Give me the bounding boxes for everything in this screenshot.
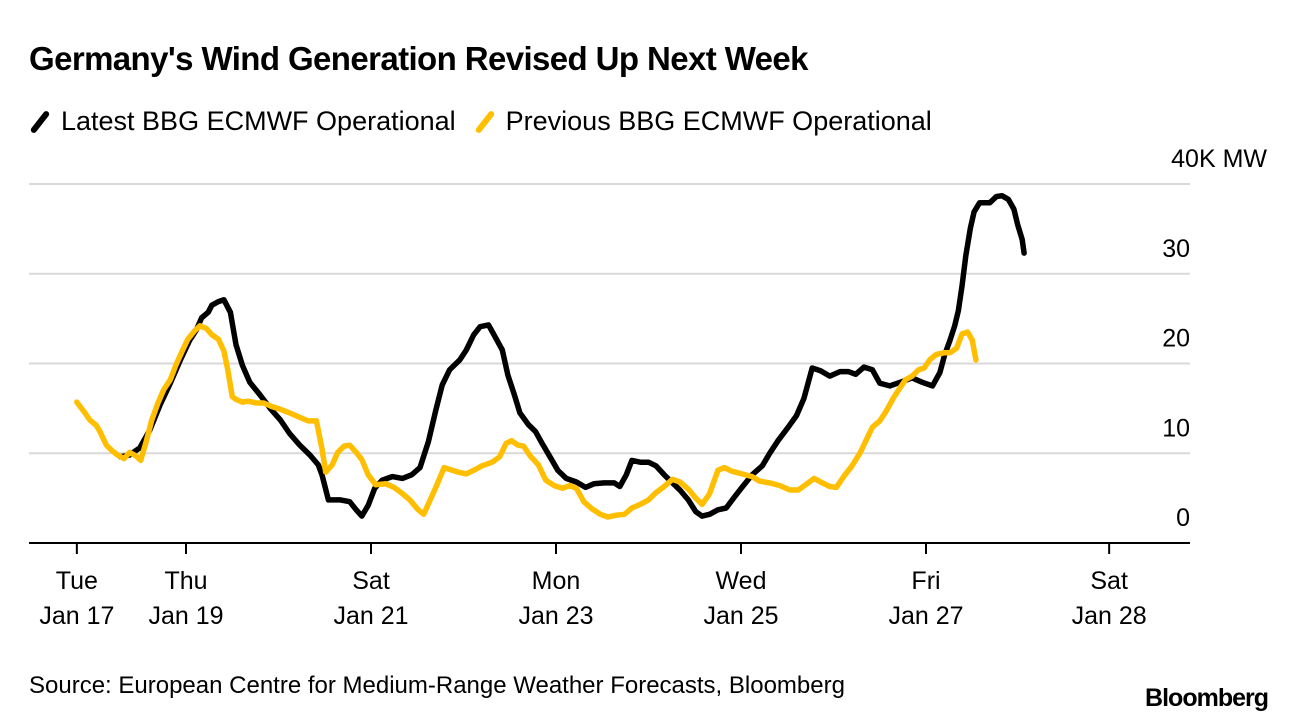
legend-label-previous: Previous BBG ECMWF Operational — [505, 106, 932, 136]
y-tick-label: 10 — [1162, 414, 1190, 442]
y-tick-label: 40K MW — [1171, 145, 1267, 173]
legend: Latest BBG ECMWF Operational Previous BB… — [29, 106, 950, 137]
x-tick-label-day: Thu — [164, 567, 207, 595]
series-line-latest — [117, 192, 1027, 519]
y-tick-label: 30 — [1162, 235, 1190, 263]
x-tick-label-date: Jan 25 — [703, 602, 778, 630]
x-tick-label-date: Jan 17 — [39, 602, 114, 630]
x-tick-label-day: Wed — [716, 567, 767, 595]
x-tick-label-day: Mon — [532, 567, 581, 595]
series-line-previous — [74, 323, 979, 520]
series-lines — [74, 192, 1027, 520]
x-tick-label-day: Sat — [1090, 567, 1128, 595]
x-tick-label-date: Jan 28 — [1072, 602, 1147, 630]
legend-label-latest: Latest BBG ECMWF Operational — [61, 106, 456, 136]
x-tick-label-day: Sat — [352, 567, 390, 595]
y-axis-ticks: 40K MW 30 20 10 0 — [1162, 145, 1267, 532]
legend-item-latest: Latest BBG ECMWF Operational — [29, 106, 456, 137]
x-axis-ticks: Tue Jan 17 Thu Jan 19 Sat Jan 21 Mon Jan 23 Wed J… — [39, 543, 1147, 630]
gridlines — [29, 183, 1190, 455]
x-tick-label-date: Jan 23 — [518, 602, 593, 630]
y-tick-label: 0 — [1176, 504, 1190, 532]
x-tick-label-day: Fri — [911, 567, 940, 595]
x-tick-label-date: Jan 27 — [888, 602, 963, 630]
x-tick-label-day: Tue — [56, 567, 98, 595]
x-tick-label-date: Jan 21 — [333, 602, 408, 630]
chart-title: Germany's Wind Generation Revised Up Nex… — [29, 40, 809, 77]
bloomberg-logo: Bloomberg — [1145, 684, 1269, 712]
legend-item-previous: Previous BBG ECMWF Operational — [474, 106, 932, 137]
y-tick-label: 20 — [1162, 325, 1190, 353]
source-note: Source: European Centre for Medium-Range… — [29, 672, 845, 699]
x-tick-label-date: Jan 19 — [148, 602, 223, 630]
